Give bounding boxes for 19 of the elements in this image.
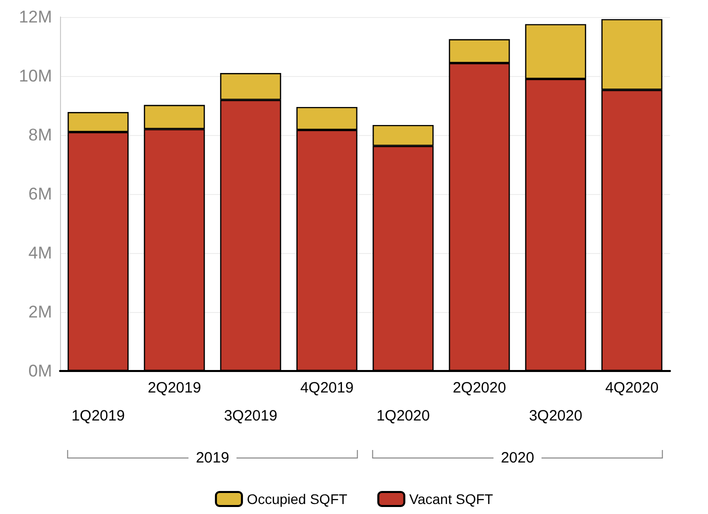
text: 2019: [196, 450, 230, 466]
y-tick-label: 2M: [28, 302, 52, 322]
x-tick-label: 2Q2020: [452, 380, 506, 396]
x-tick-label: 2Q2019: [148, 380, 202, 396]
legend-label: Vacant SQFT: [409, 491, 494, 507]
x-tick-label: 3Q2019: [224, 408, 278, 424]
y-tick-label: 8M: [28, 126, 52, 144]
legend-label: Occupied SQFT: [246, 491, 348, 507]
x-tick-label: 1Q2020: [376, 408, 430, 424]
x-tick-label: 1Q2019: [71, 408, 125, 424]
text: 2020: [500, 450, 534, 466]
y-tick-label: 12M: [18, 8, 52, 26]
x-tick-label: 3Q2020: [528, 408, 582, 424]
x-tick-label: 4Q2019: [300, 380, 354, 396]
y-tick-label: 10M: [18, 66, 52, 86]
y-tick-label: 6M: [28, 184, 52, 204]
y-tick-label: 4M: [28, 244, 52, 262]
x-tick-label: 4Q2020: [605, 380, 659, 396]
y-tick-label: 0M: [28, 362, 52, 380]
